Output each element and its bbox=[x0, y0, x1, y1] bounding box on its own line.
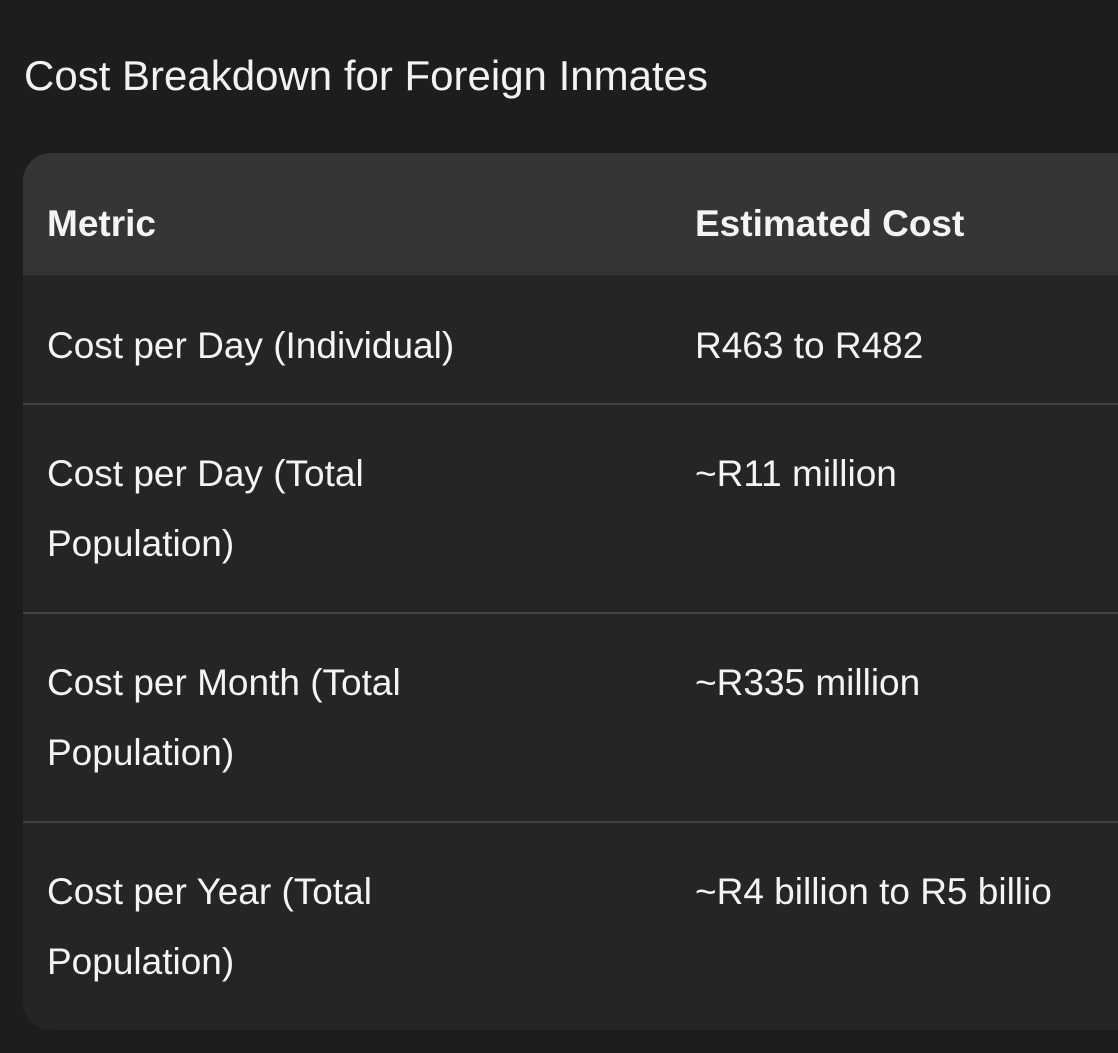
metric-cell: Cost per Day (Individual) bbox=[47, 325, 455, 366]
column-header-estimated-cost: Estimated Cost bbox=[695, 203, 965, 244]
page-title: Cost Breakdown for Foreign Inmates bbox=[24, 52, 708, 99]
cost-cell: ~R11 million bbox=[695, 453, 897, 494]
row-divider bbox=[23, 403, 1118, 405]
cost-cell: ~R4 billion to R5 billio bbox=[695, 871, 1052, 912]
metric-cell: Cost per Month (Total Population) bbox=[47, 662, 401, 773]
metric-cell: Cost per Year (Total Population) bbox=[47, 871, 372, 982]
column-header-metric: Metric bbox=[47, 203, 156, 244]
row-divider bbox=[23, 821, 1118, 823]
table-row: Cost per Day (Total Population) ~R11 mil… bbox=[23, 405, 1118, 612]
table-header-row: Metric Estimated Cost bbox=[23, 153, 1118, 275]
metric-cell: Cost per Day (Total Population) bbox=[47, 453, 364, 564]
cost-cell: ~R335 million bbox=[695, 662, 921, 703]
table-row: Cost per Year (Total Population) ~R4 bil… bbox=[23, 823, 1118, 1030]
cost-cell: R463 to R482 bbox=[695, 325, 924, 366]
table-row: Cost per Day (Individual) R463 to R482 bbox=[23, 275, 1118, 403]
cost-table: Metric Estimated Cost Cost per Day (Indi… bbox=[23, 153, 1118, 1030]
row-divider bbox=[23, 612, 1118, 614]
table-row: Cost per Month (Total Population) ~R335 … bbox=[23, 614, 1118, 821]
